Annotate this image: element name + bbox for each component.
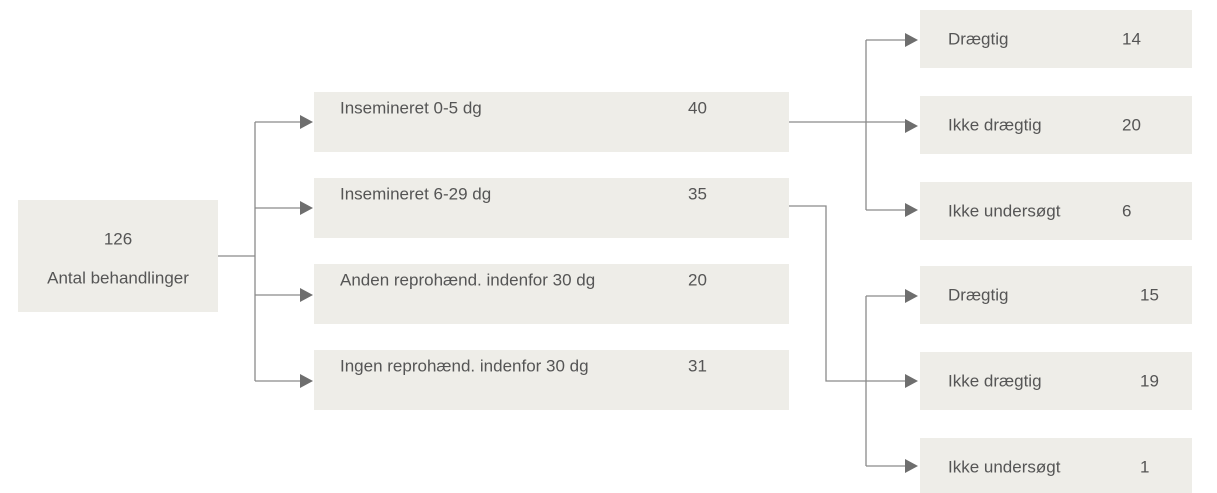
outcome-label: Ikke drægtig [948,371,1042,390]
branch-box [314,178,789,238]
outcome-box [920,352,1192,410]
root-box [18,200,218,312]
root-label: Antal behandlinger [47,268,189,287]
outcome-box [920,438,1192,493]
branch-value: 20 [688,270,707,289]
outcome-value: 20 [1122,115,1141,134]
root-value: 126 [104,229,132,248]
branch-box [314,264,789,324]
branch-box [314,92,789,152]
outcome-label: Ikke undersøgt [948,457,1061,476]
outcome-label: Ikke undersøgt [948,201,1061,220]
outcome-box [920,10,1192,68]
branch-label: Insemineret 6-29 dg [340,184,491,203]
outcome-value: 14 [1122,29,1141,48]
branch-box [314,350,789,410]
outcome-value: 15 [1140,285,1159,304]
outcome-box [920,266,1192,324]
outcome-box [920,96,1192,154]
branch-label: Ingen reprohænd. indenfor 30 dg [340,356,589,375]
outcome-value: 1 [1140,457,1149,476]
connectors [218,33,918,473]
branch-value: 31 [688,356,707,375]
outcome-label: Drægtig [948,285,1008,304]
outcome-box [920,182,1192,240]
branch-label: Insemineret 0-5 dg [340,98,482,117]
outcome-label: Drægtig [948,29,1008,48]
branch-value: 40 [688,98,707,117]
outcome-label: Ikke drægtig [948,115,1042,134]
branch-value: 35 [688,184,707,203]
outcome-value: 6 [1122,201,1131,220]
outcome-value: 19 [1140,371,1159,390]
branch-label: Anden reprohænd. indenfor 30 dg [340,270,595,289]
